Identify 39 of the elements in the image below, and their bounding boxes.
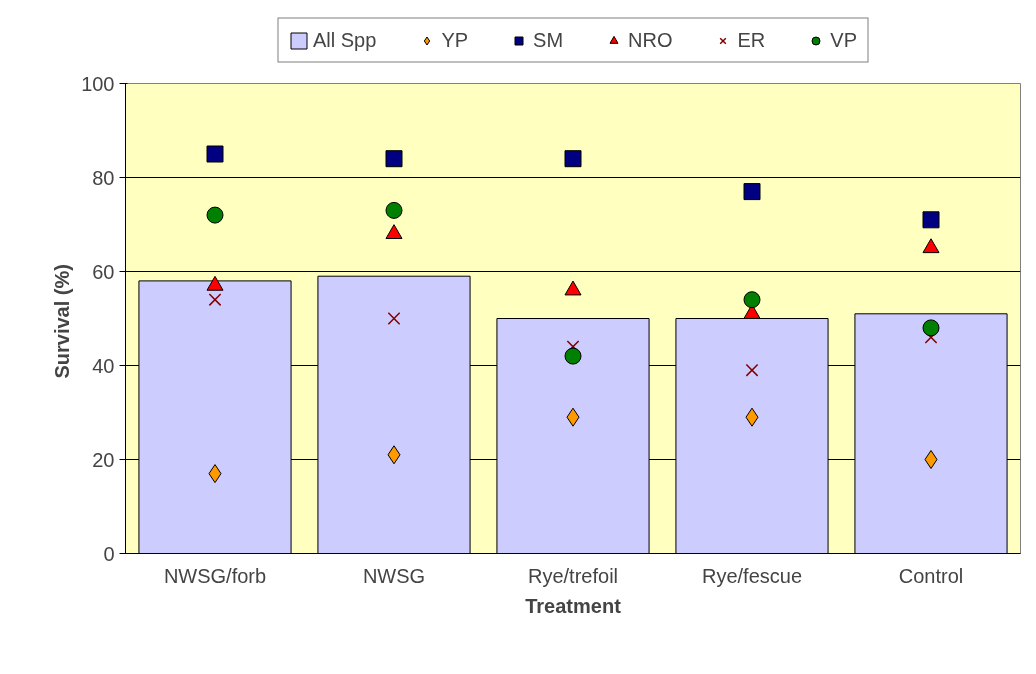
point xyxy=(387,312,401,325)
y-tick-label: 60 xyxy=(92,260,115,283)
legend-label: VP xyxy=(830,28,857,52)
legend-label: NRO xyxy=(628,28,673,52)
point xyxy=(385,224,403,240)
x-tick-label: NWSG xyxy=(362,564,426,587)
legend-label: All Spp xyxy=(313,28,377,52)
point xyxy=(208,464,222,484)
point xyxy=(922,319,940,337)
y-tick-label: 40 xyxy=(92,354,115,377)
x-tick-label: Rye/fescue xyxy=(701,564,803,587)
y-axis-title: Survival (%) xyxy=(51,264,74,379)
x-tick-label: Rye/trefoil xyxy=(527,564,619,587)
point xyxy=(387,445,401,465)
point xyxy=(924,450,938,469)
legend-label: ER xyxy=(737,28,766,52)
point xyxy=(743,291,761,309)
point xyxy=(564,347,582,365)
legend-label: YP xyxy=(441,28,469,52)
point xyxy=(206,206,224,224)
y-tick-label: 100 xyxy=(81,72,115,95)
point xyxy=(385,201,403,219)
point xyxy=(745,363,759,377)
y-tick-label: 0 xyxy=(103,542,115,565)
point xyxy=(208,293,222,307)
legend-label: SM xyxy=(533,28,564,52)
x-tick-label: NWSG/forb xyxy=(163,564,267,587)
point xyxy=(385,150,403,168)
point xyxy=(566,407,580,427)
point xyxy=(922,238,940,254)
point xyxy=(564,150,582,168)
point xyxy=(206,145,224,163)
x-axis-title: Treatment xyxy=(525,594,622,617)
point xyxy=(745,407,759,427)
y-tick-label: 20 xyxy=(92,448,115,471)
point xyxy=(743,183,761,201)
x-tick-label: Control xyxy=(898,564,964,587)
y-tick-label: 80 xyxy=(92,166,115,189)
point xyxy=(922,211,940,229)
